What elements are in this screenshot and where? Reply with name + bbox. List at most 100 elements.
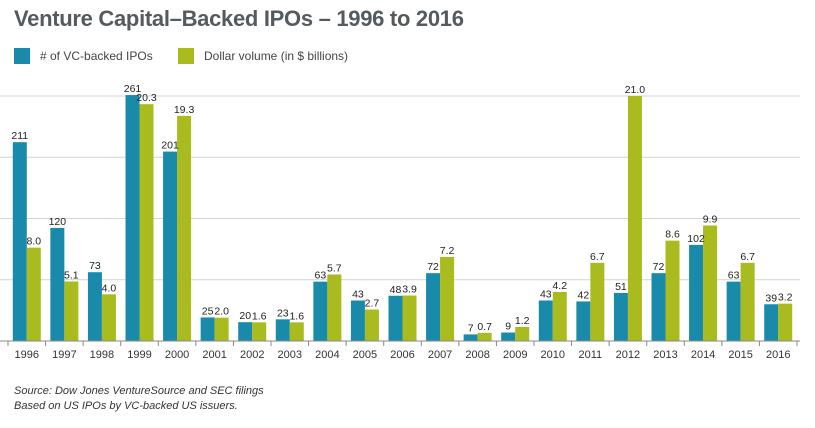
bar-volume (627, 96, 642, 341)
bar-count (275, 319, 290, 341)
bar-count (163, 151, 178, 341)
bar-count (726, 281, 741, 341)
x-tick-label: 2002 (240, 349, 264, 361)
bar-count (238, 322, 253, 341)
bar-volume (665, 240, 680, 341)
bar-count (12, 142, 27, 341)
bar-volume (177, 115, 192, 341)
data-label-volume: 20.3 (136, 92, 157, 104)
data-label-count: 7 (468, 322, 474, 334)
bar-count (313, 281, 328, 341)
x-tick-label: 2016 (766, 349, 790, 361)
bar-volume (101, 294, 116, 341)
data-label-count: 261 (124, 83, 142, 95)
x-tick-label: 2014 (691, 349, 715, 361)
bar-volume (214, 317, 229, 341)
bar-volume (703, 225, 718, 341)
x-tick-label: 2015 (728, 349, 752, 361)
x-tick-label: 2007 (428, 349, 452, 361)
data-label-volume: 19.3 (174, 104, 195, 116)
data-label-count: 42 (578, 289, 590, 301)
data-label-count: 39 (765, 292, 777, 304)
x-tick-label: 2004 (315, 349, 339, 361)
data-label-volume: 4.0 (102, 282, 117, 294)
data-label-count: 63 (315, 270, 327, 282)
data-label-volume: 2.7 (365, 298, 380, 310)
bar-volume (327, 274, 342, 341)
bar-volume (139, 104, 154, 342)
bar-volume (778, 303, 793, 341)
x-tick-label: 2001 (202, 349, 226, 361)
bar-volume (552, 292, 567, 341)
data-label-count: 72 (427, 261, 439, 273)
legend-swatch-count (14, 48, 30, 64)
bar-count (613, 292, 628, 341)
data-label-count: 201 (161, 140, 179, 152)
bar-volume (252, 322, 267, 341)
data-label-volume: 9.9 (703, 214, 718, 226)
data-label-count: 120 (49, 216, 67, 228)
bar-count (651, 273, 666, 341)
bar-count (501, 332, 516, 341)
data-label-count: 20 (239, 310, 251, 322)
bar-count (50, 227, 65, 341)
legend-label-volume: Dollar volume (in $ billions) (204, 49, 349, 63)
x-tick-label: 2003 (278, 349, 302, 361)
source-line: Source: Dow Jones VentureSource and SEC … (14, 385, 264, 397)
x-tick-label: 2008 (465, 349, 489, 361)
data-label-count: 102 (687, 233, 705, 245)
x-tick-label: 1996 (15, 349, 39, 361)
legend-swatch-volume (178, 48, 194, 64)
data-label-volume: 5.7 (327, 263, 342, 275)
x-tick-label: 2013 (653, 349, 677, 361)
data-label-count: 43 (540, 288, 552, 300)
bar-volume (440, 257, 455, 341)
x-tick-label: 2006 (390, 349, 414, 361)
data-label-volume: 5.1 (64, 270, 79, 282)
bar-volume (477, 332, 492, 341)
bar-volume (402, 295, 417, 341)
x-tick-label: 2010 (541, 349, 565, 361)
data-label-volume: 2.0 (214, 306, 229, 318)
x-tick-label: 2009 (503, 349, 527, 361)
x-tick-label: 1999 (127, 349, 151, 361)
data-label-volume: 1.6 (289, 310, 304, 322)
chart-title: Venture Capital–Backed IPOs – 1996 to 20… (14, 6, 464, 31)
bar-volume (515, 327, 530, 341)
x-tick-label: 1997 (52, 349, 76, 361)
data-label-count: 48 (390, 284, 402, 296)
x-tick-label: 2000 (165, 349, 189, 361)
bar-count (463, 334, 478, 341)
bar-count (388, 295, 403, 341)
x-tick-label: 2005 (353, 349, 377, 361)
bar-count (576, 301, 591, 341)
bar-count (426, 273, 441, 341)
bar-volume (64, 281, 79, 341)
source-basis-line: Based on US IPOs by VC-backed US issuers… (14, 400, 238, 412)
legend-label-count: # of VC-backed IPOs (40, 49, 153, 63)
x-tick-label: 1998 (90, 349, 114, 361)
data-label-count: 63 (728, 270, 740, 282)
data-label-volume: 3.9 (402, 284, 417, 296)
bar-volume (26, 247, 41, 341)
data-label-volume: 6.7 (590, 251, 605, 263)
data-label-count: 23 (277, 307, 289, 319)
bar-count (350, 300, 365, 341)
bar-count (87, 272, 102, 341)
data-label-volume: 4.2 (552, 280, 567, 292)
data-label-count: 9 (505, 321, 511, 333)
bar-count (764, 304, 779, 341)
data-label-volume: 21.0 (625, 84, 646, 96)
x-tick-label: 2011 (579, 349, 603, 361)
bar-volume (590, 262, 605, 341)
data-label-volume: 8.6 (665, 229, 680, 241)
bar-volume (740, 262, 755, 341)
bar-count (125, 95, 140, 341)
bar-volume (364, 309, 379, 341)
data-label-volume: 3.2 (778, 292, 793, 304)
source-note: Source: Dow Jones VentureSource and SEC … (14, 384, 264, 414)
data-label-volume: 7.2 (440, 245, 455, 257)
data-label-count: 211 (11, 130, 28, 142)
x-tick-label: 2012 (616, 349, 640, 361)
